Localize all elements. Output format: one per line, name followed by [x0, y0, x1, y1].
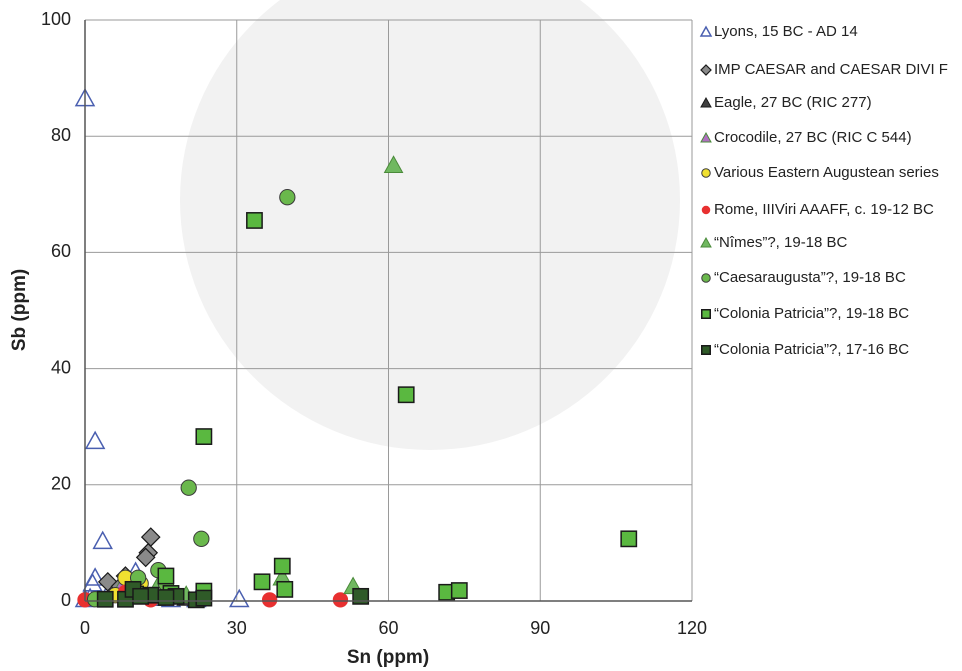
data-point: [279, 189, 296, 206]
legend-marker: [700, 96, 712, 108]
legend-marker: [701, 205, 711, 215]
data-point: [332, 592, 349, 608]
y-tick-label: 40: [51, 357, 71, 377]
x-axis-label: Sn (ppm): [347, 647, 429, 668]
legend-label: Various Eastern Augustean series: [714, 164, 939, 181]
legend-marker: [700, 64, 712, 76]
data-point: [135, 547, 156, 568]
legend-marker: [701, 345, 711, 355]
legend-label: Crocodile, 27 BC (RIC C 544): [714, 129, 912, 146]
data-point: [84, 430, 106, 450]
x-tick-label: 60: [378, 618, 398, 638]
x-tick-label: 30: [227, 618, 247, 638]
legend-marker: [701, 309, 711, 319]
y-tick-label: 60: [51, 241, 71, 261]
x-tick-label: 0: [80, 618, 90, 638]
legend-label: “Caesaraugusta”?, 19-18 BC: [714, 269, 906, 286]
legend-marker: [700, 236, 712, 248]
x-tick-label: 90: [530, 618, 550, 638]
data-point: [157, 567, 175, 585]
data-point: [261, 592, 278, 608]
legend-marker: [700, 131, 712, 143]
data-point: [276, 580, 294, 598]
data-point: [620, 530, 638, 548]
y-tick-label: 80: [51, 125, 71, 145]
x-tick-label: 120: [677, 618, 707, 638]
watermark: [180, 0, 680, 450]
legend-marker: [701, 168, 711, 178]
y-axis-label: Sb (ppm): [9, 269, 30, 351]
data-point: [397, 386, 415, 404]
y-tick-label: 100: [41, 9, 71, 29]
legend-label: “Colonia Patricia”?, 19-18 BC: [714, 305, 909, 322]
data-point: [246, 212, 263, 229]
y-tick-label: 20: [51, 474, 71, 494]
data-point: [195, 428, 213, 445]
data-point: [253, 573, 271, 591]
legend-marker: [699, 25, 713, 37]
legend-label: Rome, IIIViri AAAFF, c. 19-12 BC: [714, 201, 934, 218]
data-point: [180, 479, 197, 496]
data-point: [273, 557, 291, 575]
legend-label: “Colonia Patricia”?, 17-16 BC: [714, 341, 909, 358]
legend-label: Lyons, 15 BC - AD 14: [714, 23, 858, 40]
data-point: [352, 587, 370, 605]
data-point: [195, 589, 213, 607]
data-point: [82, 573, 103, 592]
legend-label: “Nîmes”?, 19-18 BC: [714, 234, 848, 251]
data-point: [157, 589, 175, 606]
data-point: [229, 588, 250, 608]
data-point: [132, 587, 150, 605]
data-point: [383, 155, 404, 173]
y-tick-label: 0: [61, 590, 71, 610]
legend-marker: [701, 273, 711, 283]
data-point: [450, 582, 468, 599]
legend-label: Eagle, 27 BC (RIC 277): [714, 94, 872, 111]
data-point: [96, 590, 114, 608]
data-point: [193, 530, 210, 547]
data-point: [92, 530, 113, 550]
data-point: [140, 527, 161, 547]
legend-label: IMP CAESAR and CAESAR DIVI F: [714, 61, 948, 78]
